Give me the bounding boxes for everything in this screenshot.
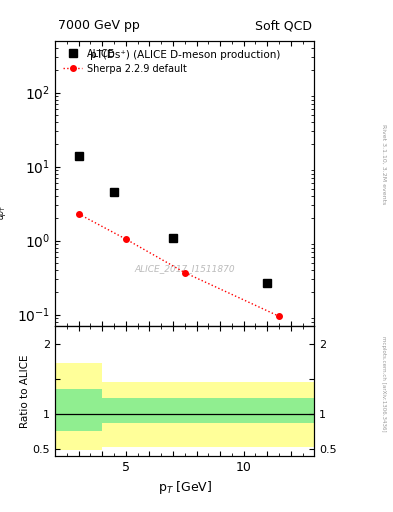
Text: Rivet 3.1.10, 3.2M events: Rivet 3.1.10, 3.2M events — [381, 124, 386, 204]
Y-axis label: $\frac{d\sigma}{dp_T}$  [$\mu$b/GeV]: $\frac{d\sigma}{dp_T}$ [$\mu$b/GeV] — [0, 147, 11, 220]
Text: mcplots.cern.ch [arXiv:1306.3436]: mcplots.cern.ch [arXiv:1306.3436] — [381, 336, 386, 432]
X-axis label: p$_T$ [GeV]: p$_T$ [GeV] — [158, 479, 212, 496]
Text: 7000 GeV pp: 7000 GeV pp — [58, 19, 140, 32]
Y-axis label: Ratio to ALICE: Ratio to ALICE — [20, 354, 30, 428]
Text: Soft QCD: Soft QCD — [255, 19, 312, 32]
Legend: ALICE, Sherpa 2.2.9 default: ALICE, Sherpa 2.2.9 default — [59, 45, 191, 77]
Text: pT(Ds⁺) (ALICE D-meson production): pT(Ds⁺) (ALICE D-meson production) — [90, 50, 280, 59]
Text: ALICE_2017_I1511870: ALICE_2017_I1511870 — [134, 265, 235, 273]
